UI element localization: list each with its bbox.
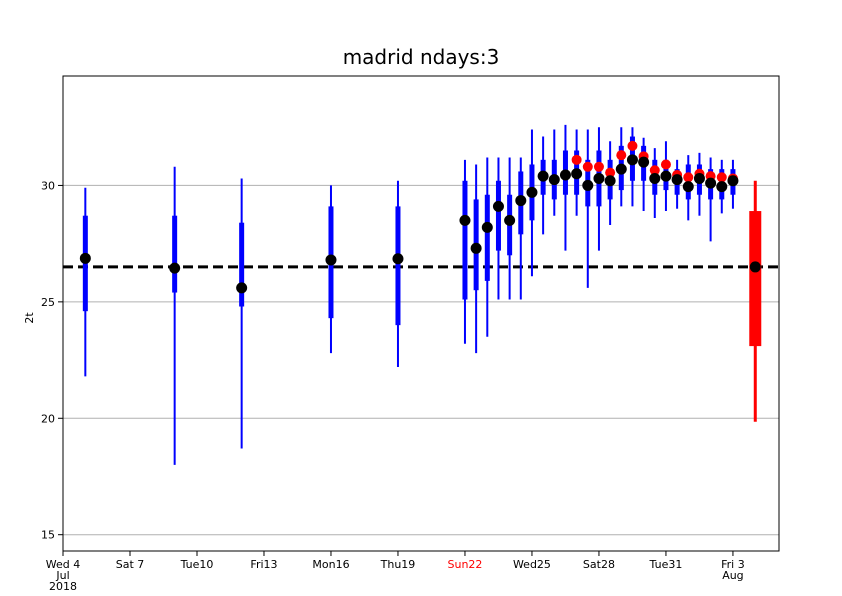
median-dot — [526, 186, 538, 198]
median-dot — [749, 261, 761, 273]
marker-dot — [627, 140, 638, 151]
median-dot — [481, 221, 493, 233]
marker-dot — [593, 161, 604, 172]
x-tick-label: Wed25 — [513, 558, 551, 571]
x-tick-label: Aug — [722, 569, 743, 582]
median-dot — [582, 179, 594, 191]
marker-dot — [616, 150, 627, 161]
x-tick-label: Fri13 — [250, 558, 277, 571]
median-dot — [604, 175, 616, 187]
median-dot — [615, 163, 627, 175]
marker-dot — [683, 172, 694, 183]
median-dot — [638, 156, 650, 168]
marker-dot — [582, 161, 593, 172]
marker-dot — [716, 172, 727, 183]
box — [749, 211, 762, 347]
x-tick-label: Sat 7 — [116, 558, 145, 571]
median-dot — [693, 172, 705, 184]
median-dot — [682, 181, 694, 193]
box — [172, 215, 178, 293]
median-dot — [559, 169, 571, 181]
x-tick-label: Fri 3 — [721, 558, 745, 571]
x-tick-label: Tue10 — [180, 558, 214, 571]
x-tick-label: Mon16 — [312, 558, 349, 571]
box — [495, 180, 501, 251]
y-axis-label: 2t — [23, 312, 36, 324]
box — [484, 194, 490, 281]
median-dot — [169, 262, 181, 274]
box — [462, 180, 468, 300]
x-tick-label: 2018 — [49, 580, 77, 593]
median-dot — [79, 252, 91, 264]
median-dot — [325, 254, 337, 266]
median-dot — [649, 172, 661, 184]
median-dot — [492, 200, 504, 212]
marker-dot — [605, 167, 616, 178]
y-tick-label: 25 — [41, 296, 55, 309]
median-dot — [515, 195, 527, 207]
median-dot — [236, 282, 248, 294]
median-dot — [671, 174, 683, 186]
median-dot — [537, 170, 549, 182]
median-dot — [548, 174, 560, 186]
median-dot — [660, 170, 672, 182]
marker-dot — [571, 154, 582, 165]
box — [239, 222, 245, 307]
marker-dot — [660, 159, 671, 170]
x-tick-label: Wed 4 — [46, 558, 80, 571]
marker-dot — [649, 165, 660, 176]
median-dot — [716, 181, 728, 193]
x-tick-label: Sat28 — [583, 558, 615, 571]
median-dot — [459, 214, 471, 226]
x-tick-label: Jul — [55, 569, 69, 582]
median-dot — [705, 177, 717, 189]
x-tick-label: Tue31 — [649, 558, 683, 571]
median-dot — [571, 168, 583, 180]
median-dot — [727, 175, 739, 187]
box — [395, 206, 401, 326]
median-dot — [470, 242, 482, 254]
y-tick-label: 30 — [41, 179, 55, 192]
median-dot — [504, 214, 516, 226]
plot-frame — [62, 75, 780, 552]
y-tick-label: 20 — [41, 412, 55, 425]
x-tick-label: Thu19 — [380, 558, 416, 571]
median-dot — [593, 172, 605, 184]
x-tick-label: Sun22 — [447, 558, 482, 571]
chart-title: madrid ndays:3 — [343, 45, 500, 69]
median-dot — [392, 253, 404, 265]
median-dot — [626, 154, 638, 166]
y-tick-label: 15 — [41, 529, 55, 542]
